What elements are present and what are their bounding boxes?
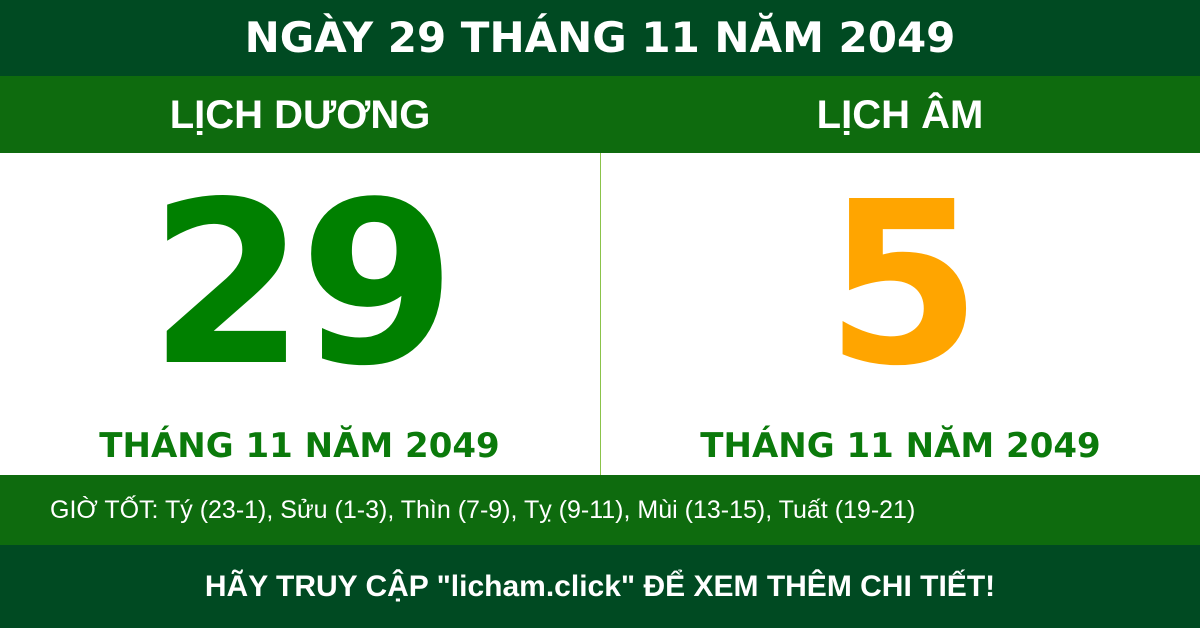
calendar-headers: LỊCH DƯƠNG LỊCH ÂM bbox=[0, 76, 1200, 153]
solar-day: 29 bbox=[148, 154, 456, 416]
divider bbox=[600, 153, 601, 475]
lunar-day: 5 bbox=[825, 154, 982, 416]
lunar-header: LỊCH ÂM bbox=[816, 92, 984, 137]
footer-cta: HÃY TRUY CẬP "licham.click" ĐỂ XEM THÊM … bbox=[0, 545, 1200, 628]
solar-header: LỊCH DƯƠNG bbox=[169, 92, 431, 137]
lunar-month-year: THÁNG 11 NĂM 2049 bbox=[700, 426, 1101, 466]
calendar-body: 29 THÁNG 11 NĂM 2049 5 THÁNG 11 NĂM 2049 bbox=[0, 153, 1200, 475]
solar-month-year: THÁNG 11 NĂM 2049 bbox=[99, 426, 500, 466]
solar-panel: 29 THÁNG 11 NĂM 2049 bbox=[0, 153, 599, 475]
lunar-panel: 5 THÁNG 11 NĂM 2049 bbox=[601, 153, 1200, 475]
good-hours: GIỜ TỐT: Tý (23-1), Sửu (1-3), Thìn (7-9… bbox=[0, 475, 1200, 545]
page-title: NGÀY 29 THÁNG 11 NĂM 2049 bbox=[0, 0, 1200, 76]
